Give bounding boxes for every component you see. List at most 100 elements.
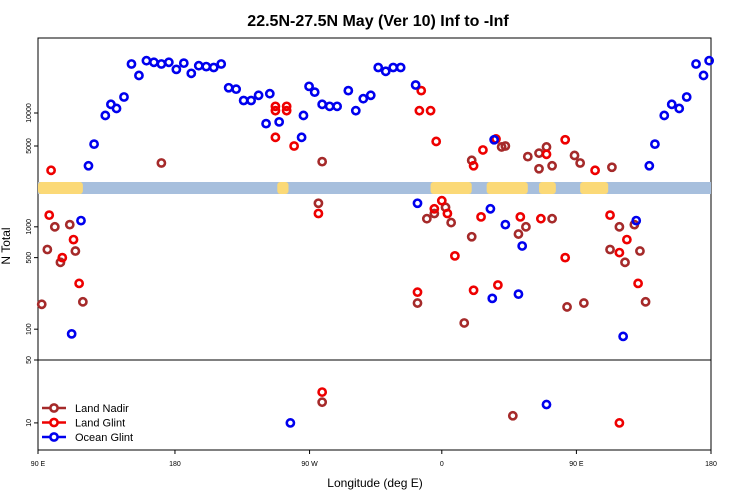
land-glint-point [270,105,281,116]
land-glint-point [74,278,85,289]
land-nadir-point [534,163,544,174]
land-nadir-point [55,257,66,268]
land-segment [486,182,528,194]
land-nadir-point [607,162,617,173]
ocean-glint-point [309,87,320,98]
land-nadir-point [500,141,511,151]
land-glint-point [416,85,427,96]
land-glint-point [429,203,440,214]
land-nadir-point [562,302,572,312]
ocean-glint-point [178,58,189,69]
y-axis-ticks: 10000 5000 1000 500 100 50 10 [26,103,38,427]
land-nadir-point [446,217,457,228]
land-glint-point [270,132,281,143]
land-nadir-point [421,213,432,224]
ocean-glint-point [193,60,204,71]
ocean-glint-point [149,57,159,68]
x-tick-label: 180 [705,461,717,468]
ocean-glint-point [674,103,685,114]
ocean-glint-point [66,328,77,339]
land-nadir-point [317,397,328,408]
x-tick-label: 90 E [31,461,46,468]
ocean-glint-point [83,160,94,171]
land-nadir-point [459,318,470,328]
y-tick-label: 1000 [26,219,33,235]
land-nadir-point [521,221,531,232]
ocean-glint-point [487,293,498,304]
ocean-glint-point [681,92,692,102]
ocean-glint-point [500,219,511,230]
ocean-glint-point [343,85,354,96]
land-nadir-point [547,213,557,224]
land-glint-point [270,101,281,112]
land-nadir-point [466,231,477,242]
land-glint-point [44,210,55,221]
legend-marker [49,403,59,413]
land-nadir-point [522,151,533,162]
land-glint-point [414,105,425,116]
ocean-glint-point [296,132,307,143]
land-nadir-point [429,208,440,219]
chart-title: 22.5N-27.5N May (Ver 10) Inf to -Inf [247,13,509,30]
land-glint-point [515,211,526,222]
land-nadir-point [513,229,524,239]
ocean-glint-point [541,399,552,410]
land-glint-point [436,195,447,206]
land-nadir-point [156,158,167,168]
ocean-glint-point [395,62,406,73]
x-axis-ticks: 90 E 180 90 W 0 90 E 180 [31,450,717,468]
ocean-glint-point [373,62,384,73]
ocean-glint-point [264,88,275,99]
land-glint-point [46,165,56,176]
land-nadir-point [578,298,589,308]
land-nadir-point [77,296,88,307]
ocean-glint-point [704,55,715,66]
ocean-glint-point [261,118,271,129]
land-glint-point [492,280,503,290]
land-nadir-point [605,244,615,255]
ocean-glint-point [666,99,677,110]
plot-border [37,37,712,451]
land-nadir-point [640,296,651,307]
land-glint-point [449,250,460,261]
land-glint-point [633,278,643,289]
ocean-glint-point [365,90,376,101]
ocean-glint-point [618,331,629,342]
ocean-glint-point [238,95,249,106]
land-glint-point [468,285,479,296]
land-glint-point [560,134,571,145]
land-glint-point [605,210,615,221]
ocean-glint-point [350,105,361,116]
land-glint-point [313,208,324,219]
land-nadir-point [36,299,47,310]
ocean-glint-point [410,80,421,90]
land-segment [38,182,83,194]
ocean-glint-point [163,57,174,68]
ocean-glint-point [89,139,99,150]
ocean-glint-point [517,241,528,251]
ocean-glint-point [156,59,167,69]
x-tick-label: 90 E [569,461,584,468]
ocean-glint-point [111,103,122,114]
ocean-glint-point [485,203,496,214]
legend: Land Nadir Land Glint Ocean Glint [42,403,133,444]
ocean-glint-point [380,66,391,77]
x-tick-label: 0 [440,461,444,468]
land-glint-point [476,211,486,222]
land-nadir-point [42,244,53,255]
land-nadir-point [70,246,81,256]
ocean-glint-point [223,82,234,93]
ocean-glint-point [513,289,524,300]
land-nadir-point [575,158,586,168]
land-glint-point [541,149,552,160]
land-glint-point [614,247,625,258]
land-glint-point [281,101,292,112]
ocean-glint-point [216,59,227,69]
land-nadir-point [412,298,423,308]
land-nadir-point [569,150,580,161]
x-tick-label: 180 [169,461,181,468]
ocean-glint-point [100,110,111,121]
y-axis-label: N Total [0,227,13,264]
land-glint-point [478,145,488,155]
